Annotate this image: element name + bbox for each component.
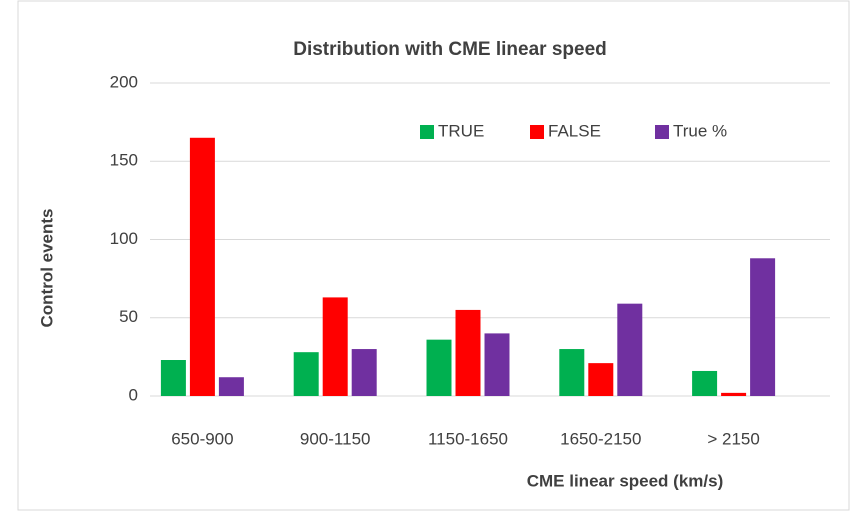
bar xyxy=(750,258,776,396)
bar xyxy=(218,377,244,396)
chart-frame xyxy=(17,0,850,511)
y-axis-label: Control events xyxy=(37,208,56,327)
bar xyxy=(692,370,718,396)
x-tick-label: 900-1150 xyxy=(300,429,371,448)
bar xyxy=(617,303,643,396)
bar xyxy=(588,363,614,396)
bar xyxy=(293,352,319,396)
bar xyxy=(351,349,377,396)
legend-swatch xyxy=(655,125,669,139)
bar xyxy=(426,339,452,396)
bar xyxy=(721,392,747,396)
x-axis-label: CME linear speed (km/s) xyxy=(527,471,724,490)
bar xyxy=(322,297,348,396)
legend-label: TRUE xyxy=(438,121,484,140)
chart-title: Distribution with CME linear speed xyxy=(293,39,607,60)
bar xyxy=(455,309,481,396)
bar xyxy=(189,137,215,396)
x-tick-label: 650-900 xyxy=(171,429,233,448)
x-tick-label: 1150-1650 xyxy=(428,429,508,448)
bar xyxy=(160,360,186,396)
y-tick-label: 100 xyxy=(110,229,138,248)
bar xyxy=(484,333,510,396)
y-tick-label: 200 xyxy=(110,72,138,91)
x-tick-label: 1650-2150 xyxy=(560,429,641,448)
legend-swatch xyxy=(420,125,434,139)
x-tick-label: > 2150 xyxy=(707,429,759,448)
y-tick-label: 0 xyxy=(129,385,138,404)
legend-swatch xyxy=(530,125,544,139)
y-tick-label: 150 xyxy=(110,151,138,170)
legend-label: True % xyxy=(673,121,727,140)
bar xyxy=(559,349,585,396)
legend-label: FALSE xyxy=(548,121,601,140)
y-tick-label: 50 xyxy=(119,307,138,326)
